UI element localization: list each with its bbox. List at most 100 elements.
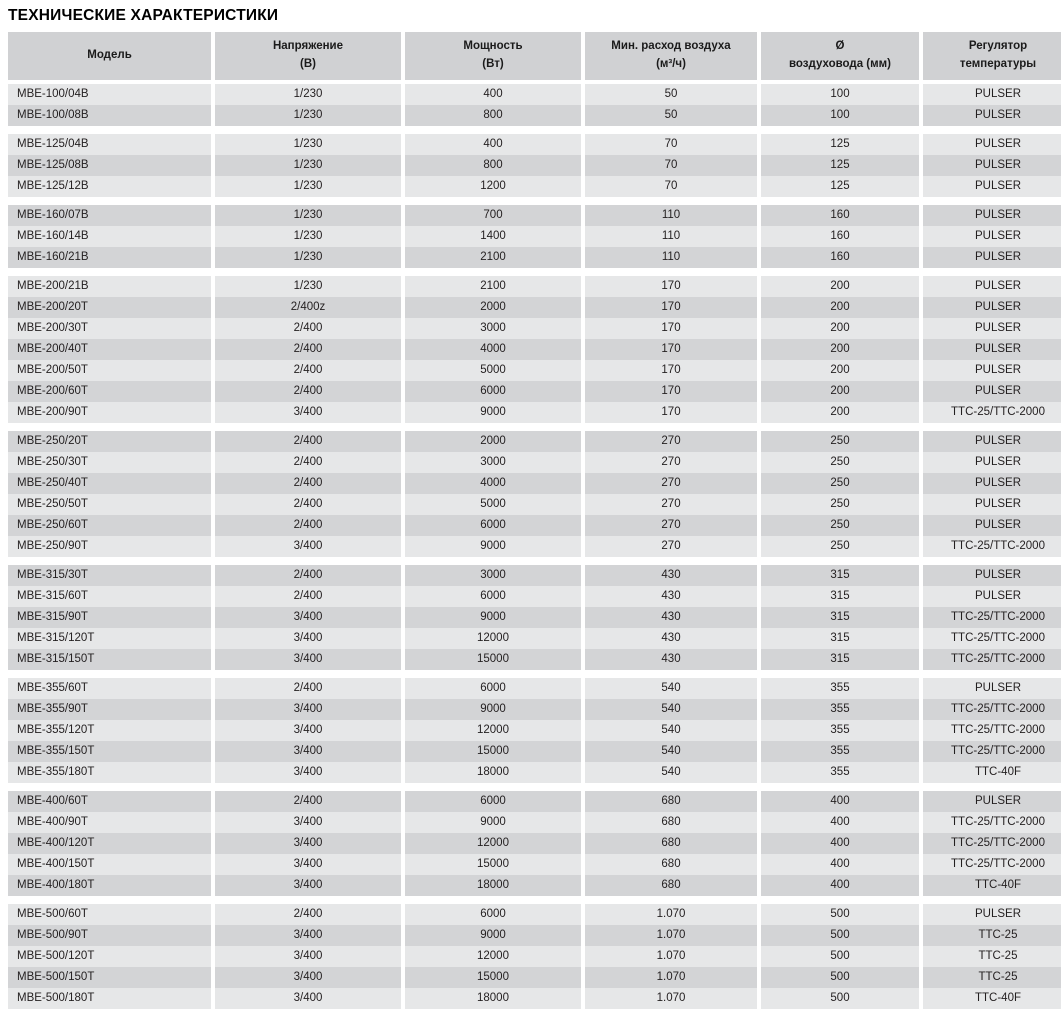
cell-model: MBE-315/90T [8,606,211,628]
cell-reg: PULSER [923,204,1061,226]
cell-model: MBE-250/40T [8,472,211,494]
cell-model: MBE-355/90T [8,698,211,720]
cell-voltage: 2/400 [215,514,401,536]
cell-airflow: 70 [585,154,757,176]
column-header-model: Модель [8,31,211,80]
cell-model: MBE-160/21B [8,246,211,268]
cell-reg: PULSER [923,493,1061,515]
table-row: MBE-125/04B 1/230 400 70 125 PULSER [8,133,1061,155]
cell-airflow: 680 [585,811,757,833]
cell-duct: 200 [761,275,919,297]
cell-reg: PULSER [923,154,1061,176]
cell-voltage: 2/400 [215,338,401,360]
cell-reg: TTC-40F [923,987,1061,1009]
spacer-cell [923,422,1061,431]
cell-power: 12000 [405,719,581,741]
spacer-cell [215,556,401,565]
cell-model: MBE-250/60T [8,514,211,536]
cell-power: 5000 [405,493,581,515]
spacer-cell [585,895,757,904]
cell-model: MBE-315/30T [8,564,211,586]
cell-model: MBE-200/60T [8,380,211,402]
spacer-cell [215,267,401,276]
cell-duct: 200 [761,359,919,381]
cell-airflow: 540 [585,719,757,741]
cell-model: MBE-400/180T [8,874,211,896]
table-row: MBE-160/07B 1/230 700 110 160 PULSER [8,204,1061,226]
column-header-duct-line1: Ø [835,39,845,52]
table-row: MBE-125/12B 1/230 1200 70 125 PULSER [8,175,1061,197]
cell-model: MBE-160/07B [8,204,211,226]
spacer-cell [923,267,1061,276]
cell-voltage: 3/400 [215,606,401,628]
spacer-cell [761,782,919,791]
table-row: MBE-200/21B 1/230 2100 170 200 PULSER [8,275,1061,297]
cell-duct: 400 [761,874,919,896]
cell-model: MBE-250/30T [8,451,211,473]
cell-model: MBE-100/08B [8,104,211,126]
spacer-cell [405,422,581,431]
group-separator-row [8,267,1061,276]
table-row: MBE-200/90T 3/400 9000 170 200 TTC-25/TTC-200… [8,401,1061,423]
table-body: MBE-100/04B 1/230 400 50 100 PULSER MBE-100/08… [8,79,1061,1009]
spacer-cell [405,79,581,84]
spacer-cell [585,782,757,791]
cell-voltage: 2/400 [215,677,401,699]
cell-duct: 355 [761,698,919,720]
spacer-cell [215,782,401,791]
cell-power: 6000 [405,514,581,536]
cell-airflow: 170 [585,359,757,381]
cell-power: 3000 [405,451,581,473]
cell-duct: 315 [761,564,919,586]
cell-airflow: 1.070 [585,903,757,925]
cell-airflow: 430 [585,585,757,607]
cell-airflow: 70 [585,175,757,197]
cell-reg: TTC-25/TTC-2000 [923,606,1061,628]
spacer-cell [761,895,919,904]
cell-airflow: 1.070 [585,966,757,988]
cell-reg: PULSER [923,564,1061,586]
cell-voltage: 3/400 [215,740,401,762]
cell-power: 3000 [405,317,581,339]
cell-model: MBE-100/04B [8,83,211,105]
cell-voltage: 1/230 [215,154,401,176]
cell-reg: TTC-25 [923,945,1061,967]
table-row: MBE-200/20T 2/400z 2000 170 200 PULSER [8,296,1061,318]
cell-voltage: 1/230 [215,175,401,197]
cell-reg: TTC-25/TTC-2000 [923,811,1061,833]
table-row: MBE-100/04B 1/230 400 50 100 PULSER [8,83,1061,105]
column-header-power: Мощность (Вт) [405,31,581,80]
cell-model: MBE-400/90T [8,811,211,833]
cell-duct: 500 [761,966,919,988]
spacer-cell [215,895,401,904]
table-row: MBE-125/08B 1/230 800 70 125 PULSER [8,154,1061,176]
cell-reg: PULSER [923,472,1061,494]
cell-reg: TTC-25/TTC-2000 [923,401,1061,423]
cell-duct: 160 [761,246,919,268]
cell-voltage: 3/400 [215,719,401,741]
group-separator-row [8,895,1061,904]
spacer-cell [761,267,919,276]
specifications-table: Модель Напряжение (В) Мощность (Вт) Мин. расх… [4,31,1061,1009]
cell-reg: PULSER [923,359,1061,381]
cell-reg: PULSER [923,338,1061,360]
table-row: MBE-200/50T 2/400 5000 170 200 PULSER [8,359,1061,381]
cell-reg: PULSER [923,430,1061,452]
column-header-reg-line1: Регулятор [968,39,1028,52]
cell-duct: 125 [761,133,919,155]
table-row: MBE-315/60T 2/400 6000 430 315 PULSER [8,585,1061,607]
cell-duct: 200 [761,338,919,360]
table-row: MBE-315/90T 3/400 9000 430 315 TTC-25/TTC-200… [8,606,1061,628]
cell-reg: TTC-25/TTC-2000 [923,740,1061,762]
cell-voltage: 2/400 [215,493,401,515]
cell-power: 2100 [405,246,581,268]
cell-voltage: 3/400 [215,945,401,967]
spacer-cell [761,556,919,565]
cell-power: 2000 [405,430,581,452]
cell-voltage: 2/400 [215,359,401,381]
column-header-reg: Регулятор температуры [923,31,1061,80]
cell-airflow: 170 [585,380,757,402]
cell-power: 12000 [405,945,581,967]
column-header-airflow-line1: Мин. расход воздуха [611,39,731,52]
